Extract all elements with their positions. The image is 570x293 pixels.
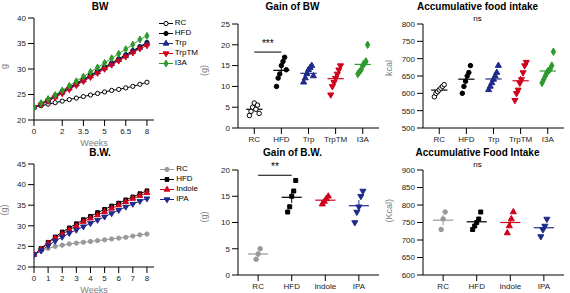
svg-text:900: 900: [402, 166, 416, 175]
svg-text:1: 1: [46, 274, 51, 283]
svg-text:3: 3: [74, 274, 79, 283]
html-text:Accumulative food intake: Accumulative food intake: [416, 1, 539, 12]
svg-text:0: 0: [32, 274, 37, 283]
svg-text:750: 750: [402, 37, 416, 46]
html-text:ns: ns: [473, 14, 482, 23]
html-text:RC: RC: [176, 164, 188, 173]
svg-text:HFD: HFD: [468, 282, 485, 291]
html-text:Gain of BW: Gain of BW: [265, 1, 320, 12]
html-text:Indole: Indole: [176, 184, 198, 193]
svg-text:(g): (g): [200, 211, 209, 222]
svg-text:500: 500: [402, 124, 416, 133]
svg-text:Weeks: Weeks: [80, 285, 108, 293]
svg-text:30: 30: [17, 222, 26, 231]
html-text:HFD: HFD: [176, 174, 193, 183]
svg-text:kcal: kcal: [385, 60, 394, 76]
svg-text:IPA: IPA: [538, 282, 551, 291]
svg-text:20: 20: [17, 116, 26, 125]
html-text:BW: BW: [91, 1, 109, 12]
svg-text:g: g: [8, 64, 9, 69]
svg-text:TrpTM: TrpTM: [509, 135, 533, 144]
svg-text:25: 25: [17, 90, 26, 99]
svg-text:550: 550: [402, 107, 416, 116]
svg-text:650: 650: [402, 253, 416, 262]
svg-text:2: 2: [60, 127, 65, 136]
svg-text:I3A: I3A: [542, 135, 555, 144]
svg-text:RC: RC: [433, 135, 445, 144]
html-text:ns: ns: [473, 160, 482, 169]
html-text:I3A: I3A: [174, 58, 187, 67]
svg-text:0: 0: [226, 124, 231, 133]
svg-text:IPA: IPA: [353, 282, 366, 291]
svg-text:Trp: Trp: [303, 135, 315, 144]
svg-text:RC: RC: [252, 282, 264, 291]
svg-text:I3A: I3A: [357, 135, 370, 144]
svg-text:0: 0: [226, 271, 231, 280]
svg-text:35: 35: [17, 201, 26, 210]
svg-text:10: 10: [221, 82, 230, 91]
svg-text:600: 600: [402, 89, 416, 98]
svg-text:Weeks: Weeks: [80, 138, 108, 146]
svg-text:RC: RC: [437, 282, 449, 291]
html-text:RC: RC: [174, 18, 187, 27]
svg-text:6.5: 6.5: [120, 127, 132, 136]
svg-text:5: 5: [226, 103, 231, 112]
svg-text:600: 600: [402, 271, 416, 280]
svg-text:35: 35: [17, 39, 26, 48]
html-text:HFD: HFD: [174, 28, 192, 37]
svg-text:7: 7: [131, 274, 136, 283]
svg-text:HFD: HFD: [283, 282, 300, 291]
svg-text:800: 800: [402, 20, 416, 29]
svg-text:0: 0: [32, 127, 37, 136]
svg-text:10: 10: [221, 218, 230, 227]
svg-text:850: 850: [402, 183, 416, 192]
svg-text:25: 25: [221, 20, 230, 29]
svg-text:(g): (g): [8, 204, 9, 215]
svg-text:***: ***: [262, 38, 274, 49]
svg-text:15: 15: [221, 61, 230, 70]
svg-text:700: 700: [402, 236, 416, 245]
svg-text:5: 5: [102, 127, 107, 136]
html-text:TrpTM: TrpTM: [174, 48, 198, 57]
svg-text:20: 20: [221, 166, 230, 175]
svg-text:(Kcal): (Kcal): [385, 199, 394, 223]
svg-text:750: 750: [402, 218, 416, 227]
svg-text:RC: RC: [248, 135, 260, 144]
html-text:Gain of B.W.: Gain of B.W.: [263, 147, 322, 158]
svg-text:8: 8: [145, 127, 150, 136]
svg-text:15: 15: [221, 192, 230, 201]
svg-text:HFD: HFD: [273, 135, 290, 144]
html-text:Trp: Trp: [174, 38, 187, 47]
svg-text:Trp: Trp: [488, 135, 500, 144]
svg-text:8: 8: [145, 274, 150, 283]
svg-text:HFD: HFD: [458, 135, 475, 144]
html-text:Accumulative Food Intake: Accumulative Food Intake: [415, 147, 540, 158]
svg-text:800: 800: [402, 201, 416, 210]
svg-text:20: 20: [17, 263, 26, 272]
svg-text:(g): (g): [200, 65, 209, 76]
svg-text:**: **: [271, 161, 279, 172]
svg-text:700: 700: [402, 55, 416, 64]
svg-text:5: 5: [102, 274, 107, 283]
svg-text:650: 650: [402, 72, 416, 81]
svg-text:20: 20: [221, 41, 230, 50]
svg-text:30: 30: [17, 65, 26, 74]
svg-text:45: 45: [17, 160, 26, 169]
html-text:B.W.: B.W.: [89, 147, 111, 158]
svg-text:40: 40: [17, 14, 26, 23]
svg-text:2: 2: [60, 274, 65, 283]
svg-text:4: 4: [88, 274, 93, 283]
svg-text:3.5: 3.5: [78, 127, 90, 136]
svg-text:6: 6: [116, 274, 121, 283]
svg-text:25: 25: [17, 242, 26, 251]
svg-text:Indole: Indole: [499, 282, 521, 291]
svg-text:40: 40: [17, 180, 26, 189]
html-text:IPA: IPA: [176, 194, 189, 203]
svg-text:Indole: Indole: [314, 282, 336, 291]
svg-text:TrpTM: TrpTM: [324, 135, 348, 144]
svg-text:5: 5: [226, 245, 231, 254]
